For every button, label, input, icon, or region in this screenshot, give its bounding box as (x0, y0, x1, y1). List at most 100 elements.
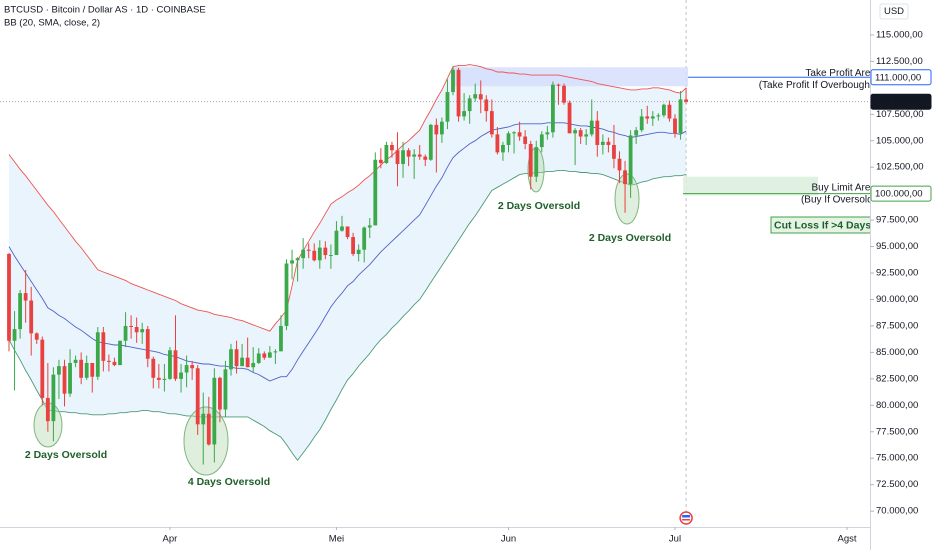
candle-body (323, 247, 328, 256)
last-price-label: 108.688,48 (875, 97, 923, 108)
bollinger-lower (8, 169, 687, 462)
candle-body (412, 154, 417, 157)
candle-body (179, 372, 183, 379)
y-tick-label: 87.500,00 (876, 320, 918, 331)
level-zone (683, 176, 818, 196)
event-icon (679, 511, 693, 525)
y-tick-label: 107.500,00 (876, 109, 924, 120)
candle-body (29, 300, 34, 334)
candle-body (62, 366, 67, 394)
level-price-label: 100.000,00 (875, 189, 923, 200)
y-tick-label: 105.000,00 (876, 135, 924, 146)
candle-body (223, 369, 228, 410)
candle-body (57, 366, 61, 375)
candle-body (495, 134, 500, 153)
candle-body (123, 325, 128, 341)
candle-body (201, 413, 206, 425)
candle-body (145, 329, 150, 359)
time-axis-panel (0, 527, 870, 550)
candle-body (107, 360, 111, 362)
candle-body (617, 158, 622, 171)
candle-body (451, 69, 455, 93)
y-tick-label: 72.500,00 (876, 479, 918, 490)
candle-body (295, 258, 300, 261)
candle-body (312, 250, 317, 261)
candle-body (467, 98, 472, 112)
candle-body (218, 377, 222, 410)
candle-body (462, 111, 466, 117)
y-tick-label: 80.000,00 (876, 400, 918, 411)
candle-body (484, 99, 489, 112)
candle-body (489, 111, 494, 135)
candle-body (112, 361, 117, 366)
candle-body (623, 170, 627, 185)
candle-body (584, 134, 589, 137)
candle-body (595, 120, 600, 145)
candle-body (45, 397, 50, 422)
level-text: (Take Profit If Overbought) (759, 80, 876, 91)
candle-body (362, 227, 367, 250)
candle-body (589, 120, 594, 135)
chart-title: BTCUSD · Bitcoin / Dollar AS · 1D · COIN… (4, 5, 206, 16)
candle-body (628, 135, 633, 185)
y-tick-label: 112.500,00 (876, 56, 923, 67)
candle-body (545, 132, 550, 135)
candle-body (395, 150, 400, 165)
candle-body (290, 260, 294, 264)
candle-body (90, 362, 95, 377)
candle-body (284, 263, 289, 326)
candle-body (562, 85, 566, 103)
candle-body (684, 99, 688, 102)
level-text: Buy Limit Area (812, 182, 877, 193)
candle-body (373, 159, 378, 226)
level-zone (453, 67, 689, 87)
candle-body (423, 156, 428, 160)
candle-body (428, 124, 433, 160)
candle-body (512, 132, 516, 134)
level-text: (Buy If Oversold) (801, 194, 876, 205)
candle-body (600, 141, 605, 145)
band-fill (9, 64, 687, 461)
candle-body (267, 352, 272, 358)
candle-body (151, 358, 156, 378)
candle-body (195, 368, 200, 425)
candle-body (190, 365, 195, 369)
candle-body (506, 133, 511, 145)
candle-body (40, 339, 45, 398)
candle-body (68, 362, 72, 394)
x-tick-label: Jul (669, 534, 681, 545)
y-tick-label: 70.000,00 (876, 506, 918, 517)
candle-body (678, 99, 683, 134)
candle-body (378, 159, 383, 163)
y-tick-label: 82.500,00 (876, 373, 918, 384)
candle-body (390, 144, 394, 151)
x-tick-label: Agst (838, 534, 857, 545)
candle-body (473, 94, 478, 99)
level-text: Take Profit Area (805, 68, 876, 79)
annotation: 2 Days Oversold (498, 200, 580, 212)
candle-body (456, 69, 461, 117)
candle-body (645, 116, 650, 119)
candle-body (206, 413, 211, 445)
oversold-marker (614, 173, 640, 225)
candle-body (528, 143, 533, 177)
candle-body (129, 325, 133, 327)
y-tick-label: 97.500,00 (876, 215, 918, 226)
y-tick-label: 75.000,00 (876, 453, 918, 464)
candle-body (251, 362, 256, 368)
indicator-legend: BB (20, SMA, close, 2) (4, 18, 100, 29)
candle-body (12, 329, 17, 341)
candle-body (440, 121, 444, 135)
candle-body (101, 332, 106, 361)
candle-body (212, 377, 217, 445)
candle-body (240, 357, 244, 367)
candle-body (534, 147, 539, 177)
candle-body (301, 249, 306, 259)
candle-body (245, 357, 250, 368)
candle-body (573, 130, 577, 134)
candle-body (406, 150, 411, 157)
oversold-marker (183, 406, 229, 476)
price-axis-panel (870, 0, 932, 550)
currency-box (879, 3, 909, 20)
